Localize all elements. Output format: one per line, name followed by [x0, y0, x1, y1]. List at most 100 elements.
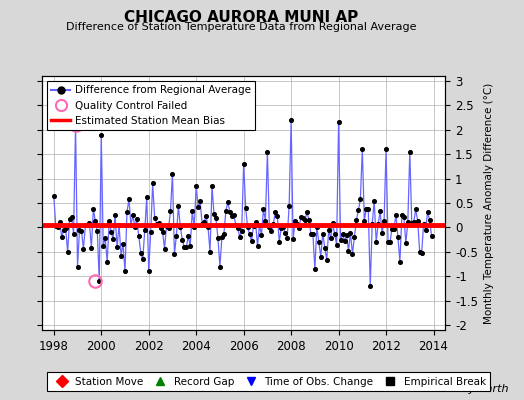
Point	[152, 220, 161, 227]
Point	[285, 202, 293, 209]
Point	[364, 206, 373, 212]
Point	[53, 224, 62, 230]
Point	[234, 224, 242, 231]
Point	[326, 235, 335, 241]
Point	[93, 228, 102, 234]
Point	[63, 249, 72, 255]
Point	[89, 206, 97, 213]
Point	[188, 208, 196, 214]
Point	[374, 221, 383, 228]
Point	[281, 230, 289, 236]
Point	[323, 256, 331, 263]
Point	[321, 244, 329, 251]
Point	[390, 226, 398, 232]
Point	[165, 225, 173, 232]
Point	[352, 217, 361, 223]
Point	[58, 234, 66, 240]
Point	[362, 206, 370, 212]
Point	[279, 224, 287, 230]
Point	[299, 215, 307, 221]
Point	[394, 234, 402, 240]
Point	[182, 244, 191, 250]
Point	[295, 224, 303, 231]
Point	[354, 207, 363, 214]
Point	[419, 220, 428, 227]
Point	[166, 208, 174, 214]
Point	[350, 234, 358, 240]
Legend: Station Move, Record Gap, Time of Obs. Change, Empirical Break: Station Move, Record Gap, Time of Obs. C…	[47, 372, 490, 391]
Point	[202, 213, 210, 219]
Point	[297, 214, 305, 220]
Point	[340, 238, 348, 244]
Point	[384, 239, 392, 245]
Point	[204, 224, 212, 230]
Point	[257, 232, 266, 238]
Point	[313, 224, 321, 230]
Point	[334, 119, 343, 126]
Point	[155, 220, 163, 226]
Point	[316, 254, 325, 260]
Point	[178, 236, 187, 243]
Point	[406, 148, 414, 155]
Point	[263, 148, 271, 155]
Point	[117, 252, 125, 259]
Text: CHICAGO AURORA MUNI AP: CHICAGO AURORA MUNI AP	[124, 10, 358, 25]
Point	[75, 226, 84, 233]
Point	[253, 243, 261, 249]
Point	[216, 263, 224, 270]
Point	[176, 224, 184, 230]
Point	[259, 206, 268, 213]
Point	[400, 213, 408, 220]
Point	[396, 258, 404, 265]
Point	[287, 117, 296, 123]
Point	[249, 222, 258, 229]
Point	[289, 236, 297, 242]
Point	[133, 216, 141, 222]
Point	[208, 183, 216, 189]
Point	[305, 216, 313, 223]
Point	[170, 251, 179, 258]
Point	[342, 232, 351, 238]
Point	[291, 218, 299, 225]
Point	[212, 215, 220, 222]
Point	[174, 202, 182, 209]
Point	[186, 243, 194, 249]
Point	[332, 242, 341, 248]
Point	[392, 211, 400, 218]
Point	[237, 227, 246, 234]
Point	[196, 198, 204, 204]
Point	[348, 250, 357, 257]
Point	[267, 228, 276, 235]
Point	[147, 229, 155, 235]
Point	[160, 245, 169, 252]
Point	[148, 180, 157, 187]
Point	[410, 219, 418, 226]
Point	[143, 194, 151, 200]
Point	[252, 218, 260, 225]
Point	[66, 216, 74, 223]
Point	[172, 232, 181, 239]
Point	[370, 198, 378, 204]
Point	[403, 219, 412, 225]
Point	[73, 263, 82, 270]
Point	[222, 208, 230, 214]
Point	[265, 224, 274, 231]
Point	[77, 228, 85, 234]
Point	[105, 218, 113, 225]
Point	[242, 204, 250, 211]
Point	[214, 235, 222, 241]
Point	[95, 278, 103, 284]
Point	[275, 238, 283, 245]
Point	[220, 231, 228, 237]
Point	[293, 221, 301, 227]
Point	[344, 248, 353, 254]
Point	[380, 218, 388, 224]
Point	[421, 227, 430, 233]
Point	[119, 240, 127, 247]
Point	[60, 226, 68, 233]
Point	[206, 249, 214, 255]
Text: Berkeley Earth: Berkeley Earth	[426, 384, 508, 394]
Point	[428, 233, 436, 239]
Point	[227, 213, 236, 219]
Point	[56, 218, 64, 225]
